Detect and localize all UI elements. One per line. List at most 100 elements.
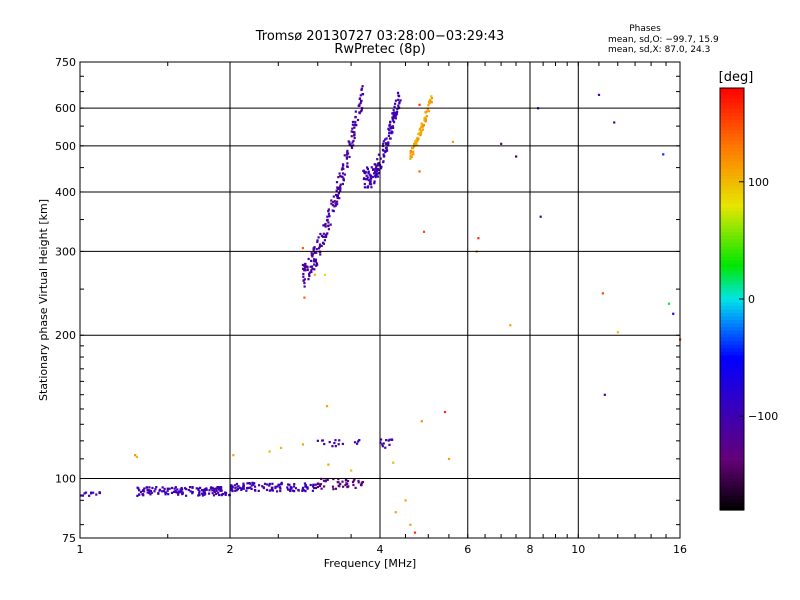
data-point — [238, 486, 242, 489]
colorbar-segment — [720, 270, 744, 275]
data-point — [374, 176, 377, 179]
colorbar-segment — [720, 386, 744, 392]
grid-lines — [80, 62, 680, 538]
data-point — [245, 489, 248, 492]
data-point — [322, 485, 326, 488]
data-point — [399, 99, 402, 102]
data-point — [360, 99, 363, 103]
x-tick-label: 6 — [464, 543, 471, 556]
data-point — [312, 247, 316, 250]
data-point — [410, 147, 414, 150]
data-point — [601, 292, 605, 295]
data-point — [291, 489, 294, 492]
data-point — [301, 489, 304, 492]
data-point — [279, 446, 283, 450]
data-point — [135, 455, 138, 459]
data-point — [419, 133, 422, 137]
data-point — [229, 489, 232, 492]
data-point — [350, 146, 354, 149]
data-point — [346, 149, 349, 153]
data-point — [384, 147, 388, 150]
colorbar-segment — [720, 313, 744, 318]
data-point — [293, 490, 296, 493]
data-point — [363, 186, 366, 189]
data-point — [98, 491, 101, 494]
data-point — [382, 442, 385, 445]
data-point — [304, 269, 307, 272]
colorbar-segment — [720, 429, 744, 434]
data-point — [287, 483, 290, 486]
colorbar-segment — [720, 88, 744, 93]
data-point — [324, 222, 327, 226]
data-point — [345, 157, 349, 160]
data-point — [395, 112, 398, 115]
data-point — [377, 153, 381, 156]
colorbar-segment — [720, 221, 744, 226]
colorbar-segment — [720, 439, 744, 444]
colorbar-segment — [720, 144, 744, 149]
data-point — [392, 109, 395, 112]
data-point — [416, 138, 420, 141]
stats-heading: Phases — [629, 24, 661, 34]
data-point — [390, 130, 393, 133]
data-point — [422, 124, 425, 127]
colorbar-segment — [720, 109, 744, 114]
data-point — [327, 225, 330, 228]
data-point — [249, 486, 252, 489]
data-point — [354, 486, 357, 489]
colorbar-segment — [720, 306, 744, 311]
colorbar-segment — [720, 175, 744, 181]
data-point — [179, 488, 182, 491]
data-point — [325, 219, 329, 222]
colorbar-segment — [720, 204, 744, 209]
y-tick-label: 400 — [55, 186, 76, 199]
data-point — [198, 493, 201, 497]
data-point — [197, 494, 200, 497]
data-point — [415, 139, 418, 142]
data-point — [422, 230, 426, 233]
colorbar-segment — [720, 140, 744, 145]
data-point — [148, 489, 151, 492]
data-point — [312, 249, 315, 252]
data-point — [334, 204, 337, 207]
x-tick-label: 16 — [673, 543, 687, 556]
data-point — [142, 490, 146, 493]
data-point — [303, 285, 306, 288]
data-point — [315, 248, 318, 251]
data-point — [202, 489, 205, 493]
data-point — [373, 182, 376, 185]
data-point — [672, 312, 675, 315]
data-point — [336, 186, 339, 189]
data-point — [340, 168, 344, 171]
data-point — [331, 204, 334, 207]
data-point — [420, 420, 423, 423]
data-point — [342, 167, 345, 171]
data-point — [303, 267, 306, 270]
colorbar-segment — [720, 151, 744, 156]
data-point — [317, 236, 320, 239]
data-point — [370, 166, 373, 169]
data-point — [324, 235, 328, 239]
x-tick-label: 4 — [377, 543, 384, 556]
data-point — [382, 140, 385, 143]
data-point — [197, 487, 200, 490]
data-point — [515, 155, 518, 158]
data-point — [230, 488, 234, 491]
data-point — [337, 443, 340, 446]
data-point — [316, 439, 319, 442]
data-point — [179, 489, 182, 493]
data-point — [297, 489, 300, 492]
chart-subtitle: RwPretec (8p) — [334, 42, 425, 57]
data-point — [357, 481, 360, 484]
data-point — [233, 484, 237, 487]
data-point — [418, 170, 421, 173]
data-point — [301, 488, 304, 491]
data-point — [310, 270, 313, 274]
data-point — [397, 104, 400, 107]
colorbar-segment — [720, 239, 744, 244]
data-point — [360, 483, 363, 487]
data-point — [316, 485, 319, 489]
colorbar-segment — [720, 119, 744, 124]
data-point — [303, 278, 306, 281]
data-point — [385, 439, 388, 442]
